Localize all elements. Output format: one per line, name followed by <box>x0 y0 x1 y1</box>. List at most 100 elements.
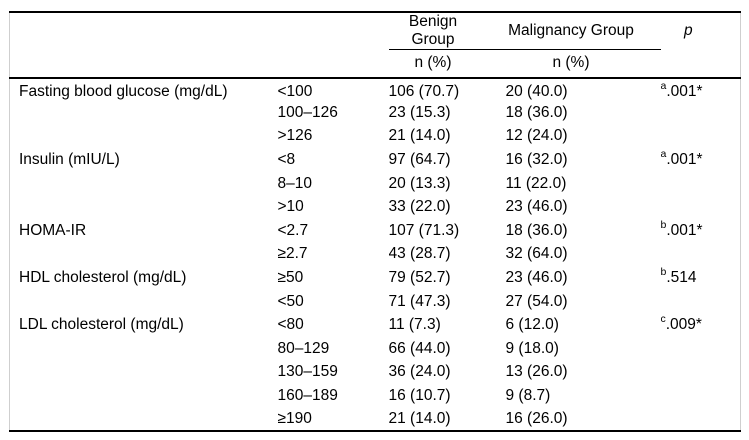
malignancy-value: 18 (36.0) <box>505 221 568 239</box>
malignancy-value: 23 (46.0) <box>505 269 568 287</box>
p-value-cell <box>661 125 741 149</box>
variable-label: LDL cholesterol (mg/dL) <box>19 316 184 334</box>
category-label: ≥2.7 <box>277 245 308 263</box>
p-value-cell: b.001* <box>661 219 741 243</box>
category-label: >10 <box>277 198 304 216</box>
subheader-row: n (%) n (%) <box>9 49 741 79</box>
table-row: HOMA-IR <2.7 107 (71.3) 18 (36.0) b.001* <box>10 219 741 243</box>
p-superscript: b <box>660 266 667 278</box>
category-label: <80 <box>277 316 304 334</box>
p-column-header: p <box>683 22 693 40</box>
p-value-text: .514 <box>666 269 697 287</box>
benign-value: 97 (64.7) <box>388 151 451 169</box>
p-superscript: b <box>660 219 667 231</box>
p-value-text: .001* <box>666 221 703 239</box>
benign-value: 21 (14.0) <box>388 127 451 145</box>
category-label: ≥50 <box>277 269 304 287</box>
benign-value: 43 (28.7) <box>388 245 451 263</box>
benign-value: 79 (52.7) <box>388 269 451 287</box>
category-label: >126 <box>277 127 313 145</box>
p-value-cell: a.001* <box>661 78 741 102</box>
p-value-cell: a.001* <box>661 148 741 172</box>
variable-label <box>10 337 278 361</box>
malignancy-value: 13 (26.0) <box>505 363 568 381</box>
malignancy-value: 12 (24.0) <box>505 127 568 145</box>
category-label: 160–189 <box>277 387 338 405</box>
stats-table: Benign Group Malignancy Group p n (%) n … <box>9 11 741 433</box>
variable-label <box>10 101 278 125</box>
benign-value: 71 (47.3) <box>388 292 451 310</box>
category-label: 100–126 <box>277 103 338 121</box>
category-label: 8–10 <box>277 174 312 192</box>
malignancy-value: 9 (18.0) <box>505 339 559 357</box>
table-row: >10 33 (22.0) 23 (46.0) <box>10 195 741 219</box>
p-value-cell <box>661 101 741 125</box>
malignancy-value: 9 (8.7) <box>505 387 551 405</box>
variable-label <box>10 361 278 385</box>
p-value-text: .009* <box>665 316 702 334</box>
p-value-text: .001* <box>666 82 703 100</box>
variable-label <box>10 172 278 196</box>
variable-label <box>10 408 278 432</box>
table-row: >126 21 (14.0) 12 (24.0) <box>10 125 741 149</box>
benign-value: 36 (24.0) <box>388 363 451 381</box>
group-header-row: Benign Group Malignancy Group p <box>10 12 741 50</box>
malignancy-value: 16 (26.0) <box>505 410 568 428</box>
variable-label <box>10 243 278 267</box>
p-value-cell: c.009* <box>661 313 741 337</box>
table-row: 100–126 23 (15.3) 18 (36.0) <box>10 101 741 125</box>
table-row: 160–189 16 (10.7) 9 (8.7) <box>10 384 741 408</box>
table-row: <50 71 (47.3) 27 (54.0) <box>10 290 741 314</box>
benign-value: 23 (15.3) <box>388 103 451 121</box>
category-label: <100 <box>277 82 313 100</box>
benign-value: 11 (7.3) <box>388 316 441 334</box>
category-label: 130–159 <box>277 363 338 381</box>
table-row: ≥2.7 43 (28.7) 32 (64.0) <box>10 243 741 267</box>
variable-label <box>10 384 278 408</box>
malignancy-value: 16 (32.0) <box>505 151 568 169</box>
variable-label <box>10 195 278 219</box>
blank-p-subheader-cell <box>660 49 741 79</box>
category-label: 80–129 <box>277 339 330 357</box>
variable-label: HOMA-IR <box>19 221 87 239</box>
blank-header-cell <box>10 12 389 50</box>
table-row: Fasting blood glucose (mg/dL) <100 106 (… <box>10 78 741 102</box>
benign-value: 107 (71.3) <box>388 221 460 239</box>
benign-group-header: Benign Group <box>388 12 506 50</box>
malignancy-value: 27 (54.0) <box>505 292 568 310</box>
variable-label: HDL cholesterol (mg/dL) <box>19 269 187 287</box>
table-row: HDL cholesterol (mg/dL) ≥50 79 (52.7) 23… <box>10 266 741 290</box>
malignancy-value: 11 (22.0) <box>505 174 567 192</box>
malignancy-value: 20 (40.0) <box>505 82 568 100</box>
malignancy-group-header: Malignancy Group <box>505 12 661 50</box>
table-row: ≥190 21 (14.0) 16 (26.0) <box>10 408 741 432</box>
p-superscript: c <box>660 313 666 326</box>
table-row: 130–159 36 (24.0) 13 (26.0) <box>10 361 741 385</box>
p-value-cell <box>661 408 741 432</box>
benign-value: 20 (13.3) <box>388 174 451 192</box>
malignancy-value: 23 (46.0) <box>505 198 568 216</box>
table-row: LDL cholesterol (mg/dL) <80 11 (7.3) 6 (… <box>10 313 741 337</box>
category-label: <50 <box>277 292 304 310</box>
category-label: ≥190 <box>277 410 312 428</box>
malignancy-value: 6 (12.0) <box>505 316 559 334</box>
p-value-cell <box>661 361 741 385</box>
table-row: 80–129 66 (44.0) 9 (18.0) <box>10 337 741 361</box>
p-superscript: a <box>660 79 667 92</box>
p-value-cell <box>661 337 741 361</box>
p-value-cell <box>661 195 741 219</box>
malignancy-value: 18 (36.0) <box>505 103 568 121</box>
p-value-cell <box>661 172 741 196</box>
blank-subheader-cell <box>9 49 389 79</box>
category-label: <2.7 <box>277 221 309 239</box>
malignancy-subheader: n (%) <box>505 49 661 79</box>
table-body: Fasting blood glucose (mg/dL) <100 106 (… <box>10 78 741 432</box>
p-value-text: .001* <box>666 151 703 169</box>
benign-value: 33 (22.0) <box>388 198 451 216</box>
benign-value: 66 (44.0) <box>388 339 451 357</box>
p-value-cell <box>661 243 741 267</box>
category-label: <8 <box>277 151 296 169</box>
benign-value: 16 (10.7) <box>388 387 451 405</box>
p-superscript: a <box>660 148 667 160</box>
